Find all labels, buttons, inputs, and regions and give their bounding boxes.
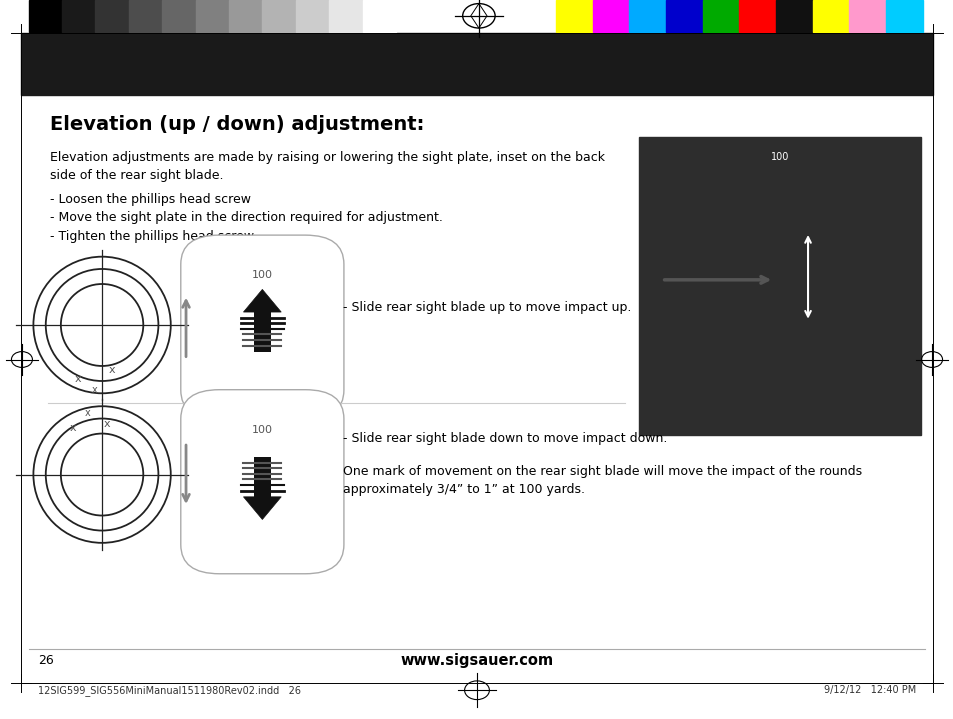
Bar bbox=[229, 0, 262, 32]
Bar bbox=[162, 0, 195, 32]
Text: x: x bbox=[91, 385, 97, 395]
Text: 26: 26 bbox=[38, 654, 54, 667]
Text: x: x bbox=[71, 423, 76, 433]
Bar bbox=[295, 0, 329, 32]
Bar bbox=[848, 0, 885, 32]
Text: One mark of movement on the rear sight blade will move the impact of the rounds
: One mark of movement on the rear sight b… bbox=[343, 465, 862, 496]
Text: Elevation (up / down) adjustment:: Elevation (up / down) adjustment: bbox=[50, 115, 423, 134]
Bar bbox=[592, 0, 629, 32]
Bar bbox=[639, 137, 920, 435]
Text: x: x bbox=[109, 365, 114, 375]
Polygon shape bbox=[243, 497, 281, 519]
Bar bbox=[739, 0, 775, 32]
Bar bbox=[129, 0, 162, 32]
Bar bbox=[812, 0, 848, 32]
Bar bbox=[253, 457, 271, 497]
Bar bbox=[665, 0, 702, 32]
FancyBboxPatch shape bbox=[181, 390, 343, 574]
Text: - Loosen the phillips head screw
- Move the sight plate in the direction require: - Loosen the phillips head screw - Move … bbox=[50, 193, 442, 243]
Text: - Slide rear sight blade down to move impact down.: - Slide rear sight blade down to move im… bbox=[343, 432, 667, 445]
Text: 12SIG599_SIG556MiniManual1511980Rev02.indd   26: 12SIG599_SIG556MiniManual1511980Rev02.in… bbox=[38, 684, 301, 696]
Bar bbox=[262, 0, 295, 32]
Text: 100: 100 bbox=[252, 424, 273, 434]
Bar bbox=[702, 0, 739, 32]
Text: Elevation adjustments are made by raising or lowering the sight plate, inset on : Elevation adjustments are made by raisin… bbox=[50, 151, 604, 182]
Bar bbox=[195, 0, 229, 32]
Bar bbox=[629, 0, 665, 32]
Bar bbox=[329, 0, 362, 32]
Text: 100: 100 bbox=[252, 270, 273, 280]
Bar bbox=[21, 33, 932, 95]
Bar bbox=[775, 0, 812, 32]
Bar bbox=[62, 0, 95, 32]
Text: 9/12/12   12:40 PM: 9/12/12 12:40 PM bbox=[822, 685, 915, 695]
Bar bbox=[95, 0, 129, 32]
Bar bbox=[29, 0, 62, 32]
Text: x: x bbox=[85, 408, 91, 418]
Bar bbox=[885, 0, 922, 32]
Bar bbox=[362, 0, 395, 32]
Text: - Slide rear sight blade up to move impact up.: - Slide rear sight blade up to move impa… bbox=[343, 301, 631, 314]
Text: 100: 100 bbox=[770, 152, 788, 162]
Text: x: x bbox=[75, 374, 81, 384]
Text: www.sigsauer.com: www.sigsauer.com bbox=[400, 653, 553, 667]
FancyBboxPatch shape bbox=[181, 235, 343, 419]
Bar bbox=[556, 0, 592, 32]
Text: x: x bbox=[104, 419, 110, 429]
Bar bbox=[253, 312, 271, 352]
Polygon shape bbox=[243, 289, 281, 312]
